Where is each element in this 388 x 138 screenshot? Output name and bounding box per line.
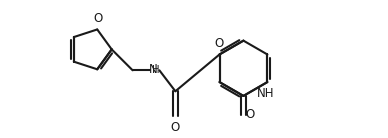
Text: O: O: [171, 121, 180, 134]
Text: NH: NH: [256, 87, 274, 100]
Text: O: O: [214, 37, 223, 50]
Text: O: O: [246, 108, 255, 121]
Text: N: N: [149, 63, 158, 76]
Text: H: H: [152, 65, 160, 75]
Text: O: O: [93, 12, 102, 25]
